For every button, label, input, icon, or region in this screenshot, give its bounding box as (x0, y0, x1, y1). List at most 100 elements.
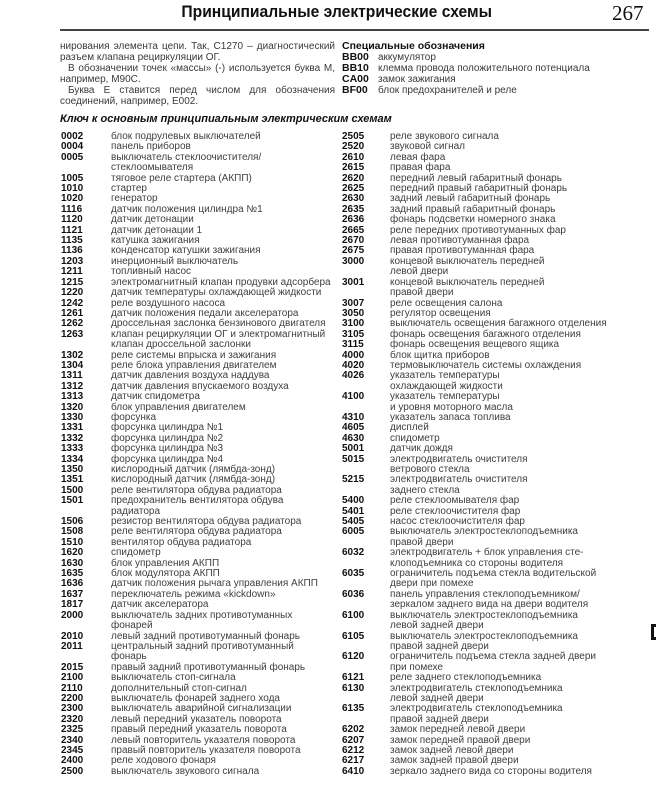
item-code: 1635 (61, 568, 84, 580)
item-code: 1215 (61, 276, 84, 288)
list-item: 2015 правый задний противотуманный фонарь (61, 662, 341, 673)
list-item: 1331 форсунка цилиндра №1 (61, 422, 341, 433)
item-description: реле вентилятора обдува радиатора (111, 484, 282, 496)
item-code: 4026 (342, 370, 365, 382)
item-code: 5405 (342, 516, 365, 528)
list-item: 2011 центральный задний противотуманный ф… (61, 641, 341, 663)
item-code: 1010 (61, 183, 84, 195)
list-item: 1636 датчик положения рычага управления А… (61, 578, 341, 590)
list-item: 1311 датчик давления воздуха наддува (61, 370, 341, 381)
item-description: датчик положения рычага управления АКПП (111, 578, 318, 590)
list-item: 1332 форсунка цилиндра №2 (61, 433, 341, 444)
item-code: 1637 (61, 588, 84, 600)
key-list-right: 2505 реле звукового сигнала 2520 звуковой с… (342, 131, 652, 777)
item-code: 1320 (61, 401, 84, 413)
item-code: 6202 (342, 724, 365, 736)
intro-text: нирования элемента цепи. Так, С1270 – ди… (60, 41, 335, 107)
list-item: 6121 реле заднего стеклоподъемника (342, 672, 652, 683)
item-code: 1116 (61, 203, 83, 215)
item-code: 2665 (342, 224, 365, 236)
item-code: 2345 (61, 744, 84, 756)
item-code: 1020 (61, 193, 84, 205)
key-list-left: 0002 блок подрулевых выключателей 0004 пане… (61, 131, 341, 777)
list-item: 1330 форсунка (61, 411, 341, 423)
item-code: 4000 (342, 349, 365, 361)
item-code: 1203 (61, 255, 84, 267)
item-code: BB10 (342, 62, 369, 74)
item-code: 2010 (61, 630, 84, 642)
item-description: дополнительный стоп-сигнал (111, 682, 247, 694)
item-description: термовыключатель системы охлаждения (390, 359, 582, 371)
item-code: 1333 (61, 443, 84, 455)
item-description: замок передней левой двери (390, 724, 526, 736)
item-description: датчик детонации (111, 214, 194, 226)
list-item: 2000 выключатель задних противотуманных ф… (61, 610, 341, 632)
list-item: 1242 реле воздушного насоса (61, 297, 341, 309)
list-item: 1635 блок модулятора АКПП (61, 568, 341, 580)
item-description: датчик дождя (390, 443, 453, 455)
item-description: топливный насос (111, 266, 192, 278)
item-description: левая противотуманная фара (390, 235, 530, 247)
item-description: выключатель электростеклоподъемника прав… (390, 630, 578, 652)
item-description: датчик детонации 1 (111, 224, 203, 236)
item-description: концевой выключатель передней правой две… (390, 276, 545, 299)
list-item: 2610 левая фара (342, 151, 652, 163)
list-item: BB10 клемма провода положительного потенц… (342, 62, 652, 75)
item-code: 5215 (342, 474, 365, 486)
item-code: 2610 (342, 151, 365, 163)
item-code: 2615 (342, 162, 365, 174)
item-code: 6036 (342, 588, 365, 600)
item-code: 6410 (342, 765, 365, 777)
intro-paragraph: нирования элемента цепи. Так, С1270 – ди… (60, 41, 335, 63)
item-code: 6032 (342, 547, 365, 559)
item-code: 2520 (342, 141, 365, 153)
item-description: форсунка (111, 411, 157, 423)
list-item: 2630 задний левый габаритный фонарь (342, 194, 652, 205)
list-item: 6032 электродвигатель + блок управления с… (342, 548, 652, 569)
item-code: 6035 (342, 568, 365, 580)
item-description: резистор вентилятора обдува радиатора (111, 516, 302, 528)
list-item: 2340 левый повторитель указателя поворота (61, 735, 341, 746)
header-rule (60, 29, 649, 31)
list-item: 2500 выключатель звукового сигнала (61, 766, 341, 777)
list-item: 4100 указатель температуры и уровня мотор… (342, 392, 652, 413)
list-item: 1203 инерционный выключатель (61, 255, 341, 267)
item-code: 6212 (342, 744, 365, 756)
item-code: 1302 (61, 349, 84, 361)
item-code: 2200 (61, 692, 84, 704)
list-item: 1817 датчик акселератора (61, 599, 341, 610)
item-description: датчик положения педали акселератора (111, 307, 299, 319)
list-item: BB00 аккумулятор (342, 52, 652, 64)
item-description: указатель температуры и уровня моторного… (390, 391, 513, 413)
item-description: клемма провода положительного потенциала (378, 63, 590, 74)
list-item: BF00 блок предохранителей и реле (342, 85, 652, 97)
item-description: вентилятор обдува радиатора (111, 536, 252, 548)
item-description: кислородный датчик (лямбда-зонд) (111, 474, 276, 486)
list-item: 4310 указатель запаса топлива (342, 412, 652, 423)
list-item: 1333 форсунка цилиндра №3 (61, 443, 341, 455)
item-code: 5401 (342, 505, 365, 517)
item-code: 3050 (342, 307, 365, 319)
special-designations: Специальные обозначения BB00 аккумулятор B… (342, 40, 652, 97)
list-item: 6202 замок передней левой двери (342, 724, 652, 736)
list-item: 6130 электродвигатель стеклоподъемника ле… (342, 683, 652, 705)
item-description: правая противотуманная фара (390, 245, 535, 257)
item-code: 2325 (61, 724, 84, 736)
item-code: 1211 (61, 266, 83, 278)
item-description: регулятор освещения (390, 307, 491, 319)
list-item: 6217 замок задней правой двери (342, 755, 652, 766)
list-item: 1637 переключатель режима «kickdown» (61, 588, 341, 600)
item-code: 1242 (61, 297, 84, 309)
item-description: фонарь освещения багажного отделения (390, 328, 581, 340)
list-item: 2665 реле передних противотуманных фар (342, 224, 652, 236)
item-code: 4100 (342, 391, 365, 403)
item-code: 1334 (61, 453, 84, 465)
item-description: блок модулятора АКПП (111, 568, 220, 580)
item-description: блок управления двигателем (111, 401, 246, 413)
list-item: 2675 правая противотуманная фара (342, 245, 652, 257)
item-code: 5001 (342, 443, 365, 455)
item-code: 1630 (61, 557, 84, 569)
item-description: кислородный датчик (лямбда-зонд) (111, 464, 276, 475)
list-item: 5001 датчик дождя (342, 443, 652, 455)
special-title: Специальные обозначения (342, 40, 485, 52)
